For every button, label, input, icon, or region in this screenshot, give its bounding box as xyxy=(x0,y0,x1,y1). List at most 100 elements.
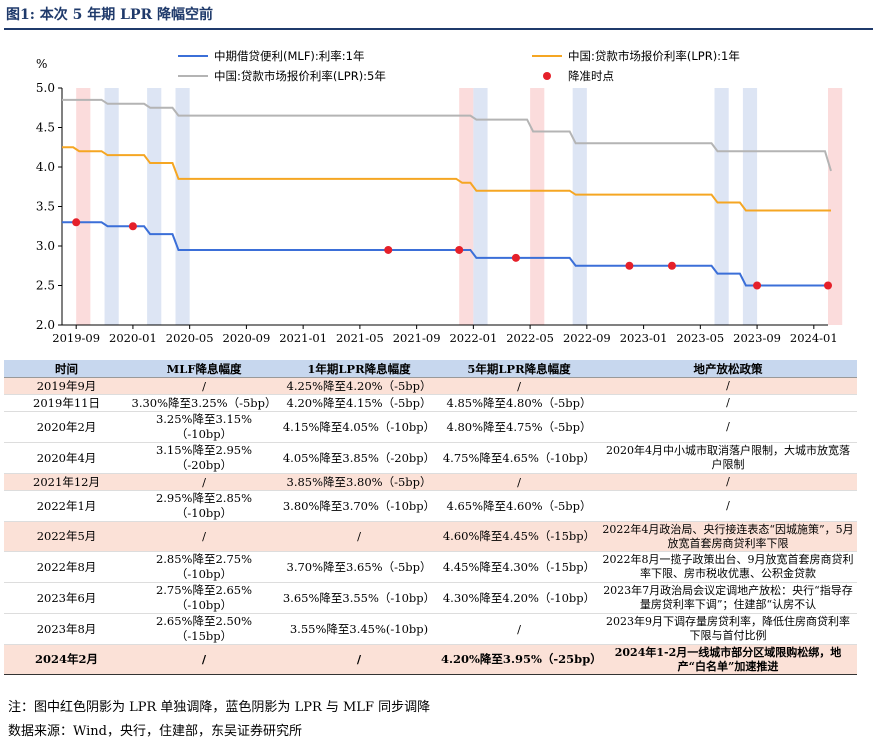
shade-band-blue xyxy=(572,88,587,325)
y-tick-label: 4.0 xyxy=(36,160,55,174)
table-cell: 2021年12月 xyxy=(4,473,129,491)
x-tick-label: 2021-05 xyxy=(336,331,384,345)
table-cell: / xyxy=(129,377,279,395)
shade-band-blue xyxy=(714,88,729,325)
table-row: 2023年8月 2.65%降至2.50%（-15bp） 3.55%降至3.45%(-… xyxy=(4,613,857,645)
table-cell: 4.75%降至4.65%（-10bp） xyxy=(439,442,599,474)
figure-title: 图1: 本次 5 年期 LPR 降幅空前 xyxy=(6,7,214,23)
x-tick-label: 2022-05 xyxy=(506,331,554,345)
table-cell: 4.45%降至4.30%（-15bp） xyxy=(439,551,599,583)
table-cell: 2020年4月 xyxy=(4,442,129,474)
table-cell: 4.20%降至3.95%（-25bp） xyxy=(439,644,602,675)
title-rule xyxy=(4,28,873,30)
table-cell: 2023年8月 xyxy=(4,613,129,645)
table-cell: 3.30%降至3.25%（-5bp） xyxy=(129,394,279,412)
table-cell: 2.75%降至2.65%（-10bp） xyxy=(129,582,279,614)
y-tick-label: 4.5 xyxy=(36,121,55,135)
cut-point-marker xyxy=(824,281,832,290)
cut-point-marker xyxy=(455,245,464,254)
table-cell: / xyxy=(279,521,439,552)
table-cell: 4.05%降至3.85%（-20bp） xyxy=(279,442,439,474)
x-tick-label: 2021-01 xyxy=(279,331,327,345)
y-tick-label: 3.0 xyxy=(36,239,55,253)
table-cell: 3.55%降至3.45%(-10bp) xyxy=(279,613,439,645)
table-cell: 4.15%降至4.05%（-10bp） xyxy=(279,411,439,443)
shade-band-blue xyxy=(104,88,119,325)
table-cell: 3.70%降至3.65%（-5bp） xyxy=(279,551,439,583)
shade-band-red xyxy=(530,88,545,325)
table-cell: 2020年4月中小城市取消落户限制，大城市放宽落户限制 xyxy=(599,442,857,474)
series-line-3 xyxy=(62,98,832,172)
table-row: 2021年12月/3.85%降至3.80%（-5bp） / / xyxy=(4,473,857,491)
table-cell: 2022年5月 xyxy=(4,521,129,552)
table-cell: / xyxy=(599,394,857,412)
table-cell: 2019年11日 xyxy=(4,394,129,412)
table-cell: 2024年2月 xyxy=(4,644,129,675)
table-cell: 4.65%降至4.60%（-5bp） xyxy=(439,490,599,522)
table-cell: 4.80%降至4.75%（-5bp） xyxy=(439,411,599,443)
x-tick-label: 2023-05 xyxy=(676,331,724,345)
table-cell: 2019年9月 xyxy=(4,377,129,395)
table-cell: 2023年7月政治局会议定调地产放松：央行“指导存量房贷利率下调”；住建部“认房… xyxy=(599,582,857,614)
cut-point-marker xyxy=(72,218,81,227)
table-cell: / xyxy=(439,377,599,395)
table-row: 2023年6月 2.75%降至2.65%（-10bp） 3.65%降至3.55%（-… xyxy=(4,582,857,614)
legend-swatch-4 xyxy=(543,72,551,80)
table-row: 2019年9月/4.25%降至4.20%（-5bp） / / xyxy=(4,377,857,395)
table-cell: / xyxy=(439,473,599,491)
x-tick-label: 2022-09 xyxy=(563,331,611,345)
shade-band-red xyxy=(459,88,474,325)
table-header-cell: 5年期LPR降息幅度 xyxy=(439,360,599,378)
table-cell: 4.30%降至4.20%（-10bp） xyxy=(439,582,599,614)
x-tick-label: 2020-01 xyxy=(109,331,157,345)
x-tick-label: 2020-05 xyxy=(166,331,214,345)
table-cell: / xyxy=(129,521,279,552)
legend-label-1: 中期借贷便利(MLF):利率:1年 xyxy=(214,49,364,63)
y-tick-label: 3.5 xyxy=(36,200,55,214)
legend-label-2: 中国:贷款市场报价利率(LPR):1年 xyxy=(568,49,740,63)
cut-point-marker xyxy=(667,261,676,270)
shade-band-blue xyxy=(147,88,162,325)
table-cell: / xyxy=(599,411,857,443)
table-cell: 2022年1月 xyxy=(4,490,129,522)
table-cell: 3.65%降至3.55%（-10bp） xyxy=(279,582,439,614)
table-row: 2020年2月 3.25%降至3.15%（-10bp） 4.15%降至4.05%（-… xyxy=(4,411,857,443)
table-row: 2019年11日 3.30%降至3.25%（-5bp） 4.20%降至4.15%（-… xyxy=(4,394,857,412)
table-cell: 3.85%降至3.80%（-5bp） xyxy=(279,473,439,491)
rate-line-chart: 5.0 4.5 4.0 3.5 3.0 2.5 2.0% 2019-09 2020-01 2020… xyxy=(36,49,843,345)
table-cell: 2023年6月 xyxy=(4,582,129,614)
table-cell: 2.95%降至2.85%（-10bp） xyxy=(129,490,279,522)
table-cell: 2023年9月下调存量房贷利率，降低住房商贷利率下限与首付比例 xyxy=(599,613,857,645)
legend-label-3: 中国:贷款市场报价利率(LPR):5年 xyxy=(214,69,386,83)
y-tick-label: 2.5 xyxy=(36,279,55,293)
y-unit-label: % xyxy=(36,57,47,71)
shade-band-red xyxy=(828,88,843,325)
table-cell: 2024年1-2月一线城市部分区域限购松绑，地产“白名单”加速推进 xyxy=(599,644,857,675)
x-tick-label: 2021-09 xyxy=(393,331,441,345)
data-source: 数据来源：Wind，央行，住建部，东吴证券研究所 xyxy=(8,724,302,739)
x-tick-label: 2022-01 xyxy=(449,331,497,345)
table-row: 2024年2月 //4.20%降至3.95%（-25bp） 2024年1-2月一线城… xyxy=(4,644,857,675)
shade-band-blue xyxy=(175,88,190,325)
rate-cut-table: 时间 MLF降息幅度 1年期LPR降息幅度 5年期LPR降息幅度 地产放松政策 2019… xyxy=(4,360,857,675)
table-cell: 3.80%降至3.70%（-10bp） xyxy=(279,490,439,522)
x-tick-label: 2020-09 xyxy=(223,331,271,345)
table-cell: 4.60%降至4.45%（-15bp） xyxy=(439,521,599,552)
cut-point-marker xyxy=(511,253,520,262)
table-cell: / xyxy=(279,644,439,675)
table-cell: 4.85%降至4.80%（-5bp） xyxy=(439,394,599,412)
table-cell: 2020年2月 xyxy=(4,411,129,443)
legend-label-4: 降准时点 xyxy=(568,69,614,83)
table-row: 2022年8月 2.85%降至2.75%（-10bp） 3.70%降至3.65%（-… xyxy=(4,551,857,583)
table-header-cell: 时间 xyxy=(4,360,129,378)
table-cell: 2.65%降至2.50%（-15bp） xyxy=(129,613,279,645)
y-tick-label: 5.0 xyxy=(36,81,55,95)
shade-band-blue xyxy=(473,88,488,325)
table-cell: 2022年4月政治局、央行接连表态“因城施策”，5月放宽首套房商贷利率下限 xyxy=(599,521,857,552)
table-header-cell: 地产放松政策 xyxy=(599,360,857,378)
table-cell: / xyxy=(599,473,857,491)
table-cell: 2022年8月 xyxy=(4,551,129,583)
table-cell: 4.25%降至4.20%（-5bp） xyxy=(279,377,439,395)
table-cell: 2.85%降至2.75%（-10bp） xyxy=(129,551,279,583)
x-tick-label: 2024-01 xyxy=(790,331,838,345)
